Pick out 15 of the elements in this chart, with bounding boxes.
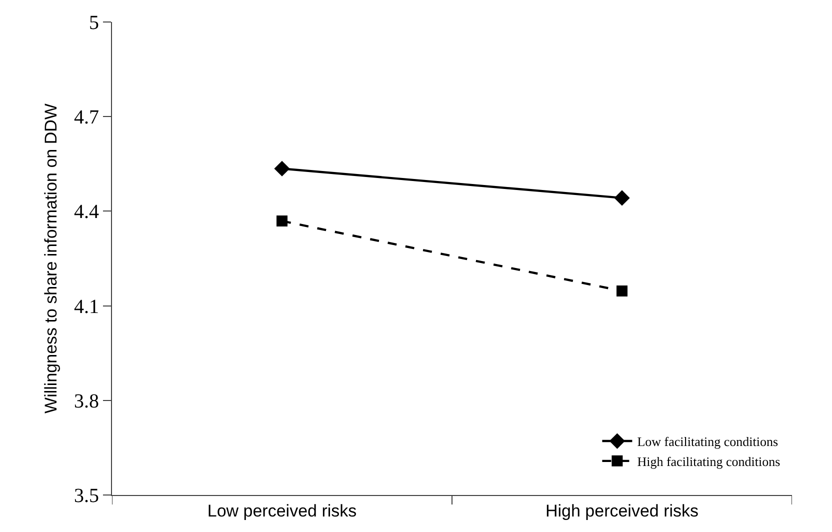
point bbox=[276, 215, 288, 226]
point bbox=[616, 285, 628, 296]
x-tick-label: High perceived risks bbox=[545, 501, 699, 520]
y-tick-label: 3.5 bbox=[74, 485, 99, 507]
point bbox=[274, 160, 290, 176]
y-tick-label: 5 bbox=[89, 12, 99, 34]
y-tick-label: 3.8 bbox=[74, 390, 99, 412]
legend-label: High facilitating conditions bbox=[637, 454, 780, 469]
y-tick-label: 4.1 bbox=[74, 296, 99, 318]
y-axis-title: Willingness to share information on DDW bbox=[42, 104, 61, 414]
y-tick-label: 4.4 bbox=[74, 201, 99, 224]
legend-label: Low facilitating conditions bbox=[637, 434, 778, 450]
x-tick-label: Low perceived risks bbox=[207, 501, 357, 520]
point bbox=[614, 190, 630, 206]
y-tick-label: 4.7 bbox=[74, 106, 99, 129]
